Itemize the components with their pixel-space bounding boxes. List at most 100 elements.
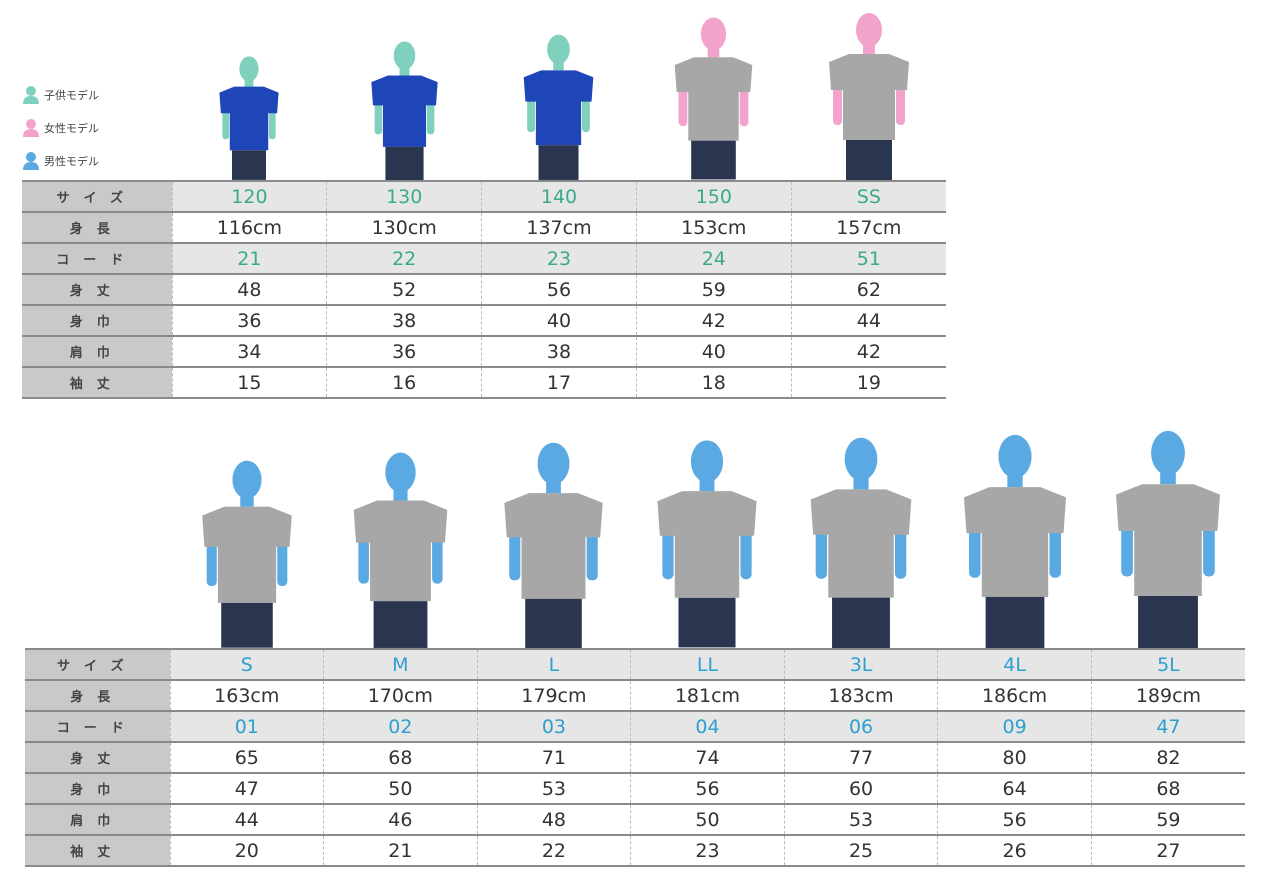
row-body_width: 身巾 36 38 40 42 44	[22, 305, 946, 337]
cell-size: 120	[171, 180, 327, 213]
cell-shoulder_width: 44	[169, 804, 324, 836]
cell-height: 130cm	[326, 212, 482, 244]
model-figure-130	[371, 41, 438, 180]
model-figure-120	[219, 56, 279, 180]
cell-code: 02	[323, 711, 478, 743]
legend-label: 女性モデル	[44, 121, 99, 135]
kids-women-models	[172, 0, 946, 180]
model-140	[482, 32, 637, 180]
cell-sleeve_length: 21	[323, 835, 478, 867]
cell-body_length: 56	[481, 274, 637, 306]
model-figure-S	[201, 460, 292, 648]
row-sleeve_length: 袖丈 15 16 17 18 19	[22, 367, 946, 399]
cell-height: 189cm	[1090, 680, 1245, 712]
cell-code: 24	[635, 243, 792, 275]
cell-size: 3L	[783, 648, 938, 681]
row-label: 袖丈	[22, 367, 172, 399]
legend-label: 子供モデル	[44, 88, 99, 102]
model-S	[170, 457, 324, 648]
cell-code: 01	[169, 711, 324, 743]
cell-code: 51	[790, 243, 946, 275]
row-label: 身丈	[25, 742, 170, 774]
model-figure-LL	[657, 440, 758, 648]
model-figure-3L	[810, 437, 912, 648]
cell-code: 03	[476, 711, 631, 743]
model-figure-L	[504, 442, 604, 648]
row-body_width: 身巾 47 50 53 56 60 64 68	[25, 773, 1245, 805]
cell-height: 157cm	[790, 212, 946, 244]
cell-sleeve_length: 20	[169, 835, 324, 867]
cell-sleeve_length: 15	[171, 367, 327, 399]
cell-body_width: 64	[937, 773, 1092, 805]
row-label: 肩巾	[25, 804, 170, 836]
model-150	[636, 14, 791, 180]
cell-size: LL	[630, 648, 785, 681]
model-LL	[631, 436, 785, 648]
row-label: 身長	[22, 212, 172, 244]
model-M	[324, 449, 478, 648]
cell-shoulder_width: 42	[790, 336, 946, 368]
row-label: コード	[25, 711, 170, 743]
cell-sleeve_length: 26	[937, 835, 1092, 867]
cell-code: 47	[1090, 711, 1245, 743]
model-figure-SS	[828, 13, 909, 180]
person-icon	[23, 85, 39, 104]
legend-item-child: 子供モデル	[22, 78, 99, 111]
cell-body_width: 38	[326, 305, 482, 337]
cell-body_length: 52	[326, 274, 482, 306]
cell-code: 21	[171, 243, 327, 275]
row-code: コード 21 22 23 24 51	[22, 243, 946, 275]
row-label: サイズ	[25, 648, 170, 681]
cell-code: 04	[630, 711, 785, 743]
model-120	[172, 54, 327, 180]
cell-size: S	[169, 648, 324, 681]
cell-body_length: 68	[323, 742, 478, 774]
model-figure-5L	[1116, 430, 1221, 648]
cell-body_width: 40	[481, 305, 637, 337]
size-table-kids-women: サイズ 120 130 140 150 SS 身長 116cm 130cm 137cm 153cm 1…	[22, 180, 946, 399]
cell-sleeve_length: 18	[635, 367, 792, 399]
cell-size: 5L	[1090, 648, 1245, 681]
cell-shoulder_width: 36	[326, 336, 482, 368]
person-icon	[23, 151, 39, 170]
cell-code: 22	[326, 243, 482, 275]
cell-height: 137cm	[481, 212, 637, 244]
cell-height: 116cm	[171, 212, 327, 244]
cell-shoulder_width: 40	[635, 336, 792, 368]
model-3L	[784, 434, 938, 648]
cell-code: 23	[481, 243, 637, 275]
cell-body_width: 53	[476, 773, 631, 805]
row-height: 身長 116cm 130cm 137cm 153cm 157cm	[22, 212, 946, 244]
model-5L	[1091, 427, 1245, 648]
cell-sleeve_length: 22	[476, 835, 631, 867]
row-shoulder_width: 肩巾 34 36 38 40 42	[22, 336, 946, 368]
row-sleeve_length: 袖丈 20 21 22 23 25 26 27	[25, 835, 1245, 867]
cell-body_length: 71	[476, 742, 631, 774]
model-figure-M	[353, 452, 448, 648]
person-icon	[23, 118, 39, 137]
row-body_length: 身丈 65 68 71 74 77 80 82	[25, 742, 1245, 774]
cell-body_length: 77	[783, 742, 938, 774]
cell-shoulder_width: 56	[937, 804, 1092, 836]
cell-code: 06	[783, 711, 938, 743]
row-size: サイズ 120 130 140 150 SS	[22, 180, 946, 213]
cell-body_width: 56	[630, 773, 785, 805]
cell-body_width: 50	[323, 773, 478, 805]
row-shoulder_width: 肩巾 44 46 48 50 53 56 59	[25, 804, 1245, 836]
legend-item-male: 男性モデル	[22, 144, 99, 177]
legend: 子供モデル女性モデル男性モデル	[22, 78, 99, 177]
cell-sleeve_length: 16	[326, 367, 482, 399]
row-label: 身長	[25, 680, 170, 712]
cell-size: 130	[326, 180, 482, 213]
cell-height: 170cm	[323, 680, 478, 712]
row-label: 身巾	[22, 305, 172, 337]
cell-sleeve_length: 27	[1090, 835, 1245, 867]
row-body_length: 身丈 48 52 56 59 62	[22, 274, 946, 306]
cell-shoulder_width: 50	[630, 804, 785, 836]
model-L	[477, 439, 631, 648]
cell-shoulder_width: 34	[171, 336, 327, 368]
row-label: 肩巾	[22, 336, 172, 368]
cell-height: 181cm	[630, 680, 785, 712]
cell-code: 09	[937, 711, 1092, 743]
cell-sleeve_length: 17	[481, 367, 637, 399]
